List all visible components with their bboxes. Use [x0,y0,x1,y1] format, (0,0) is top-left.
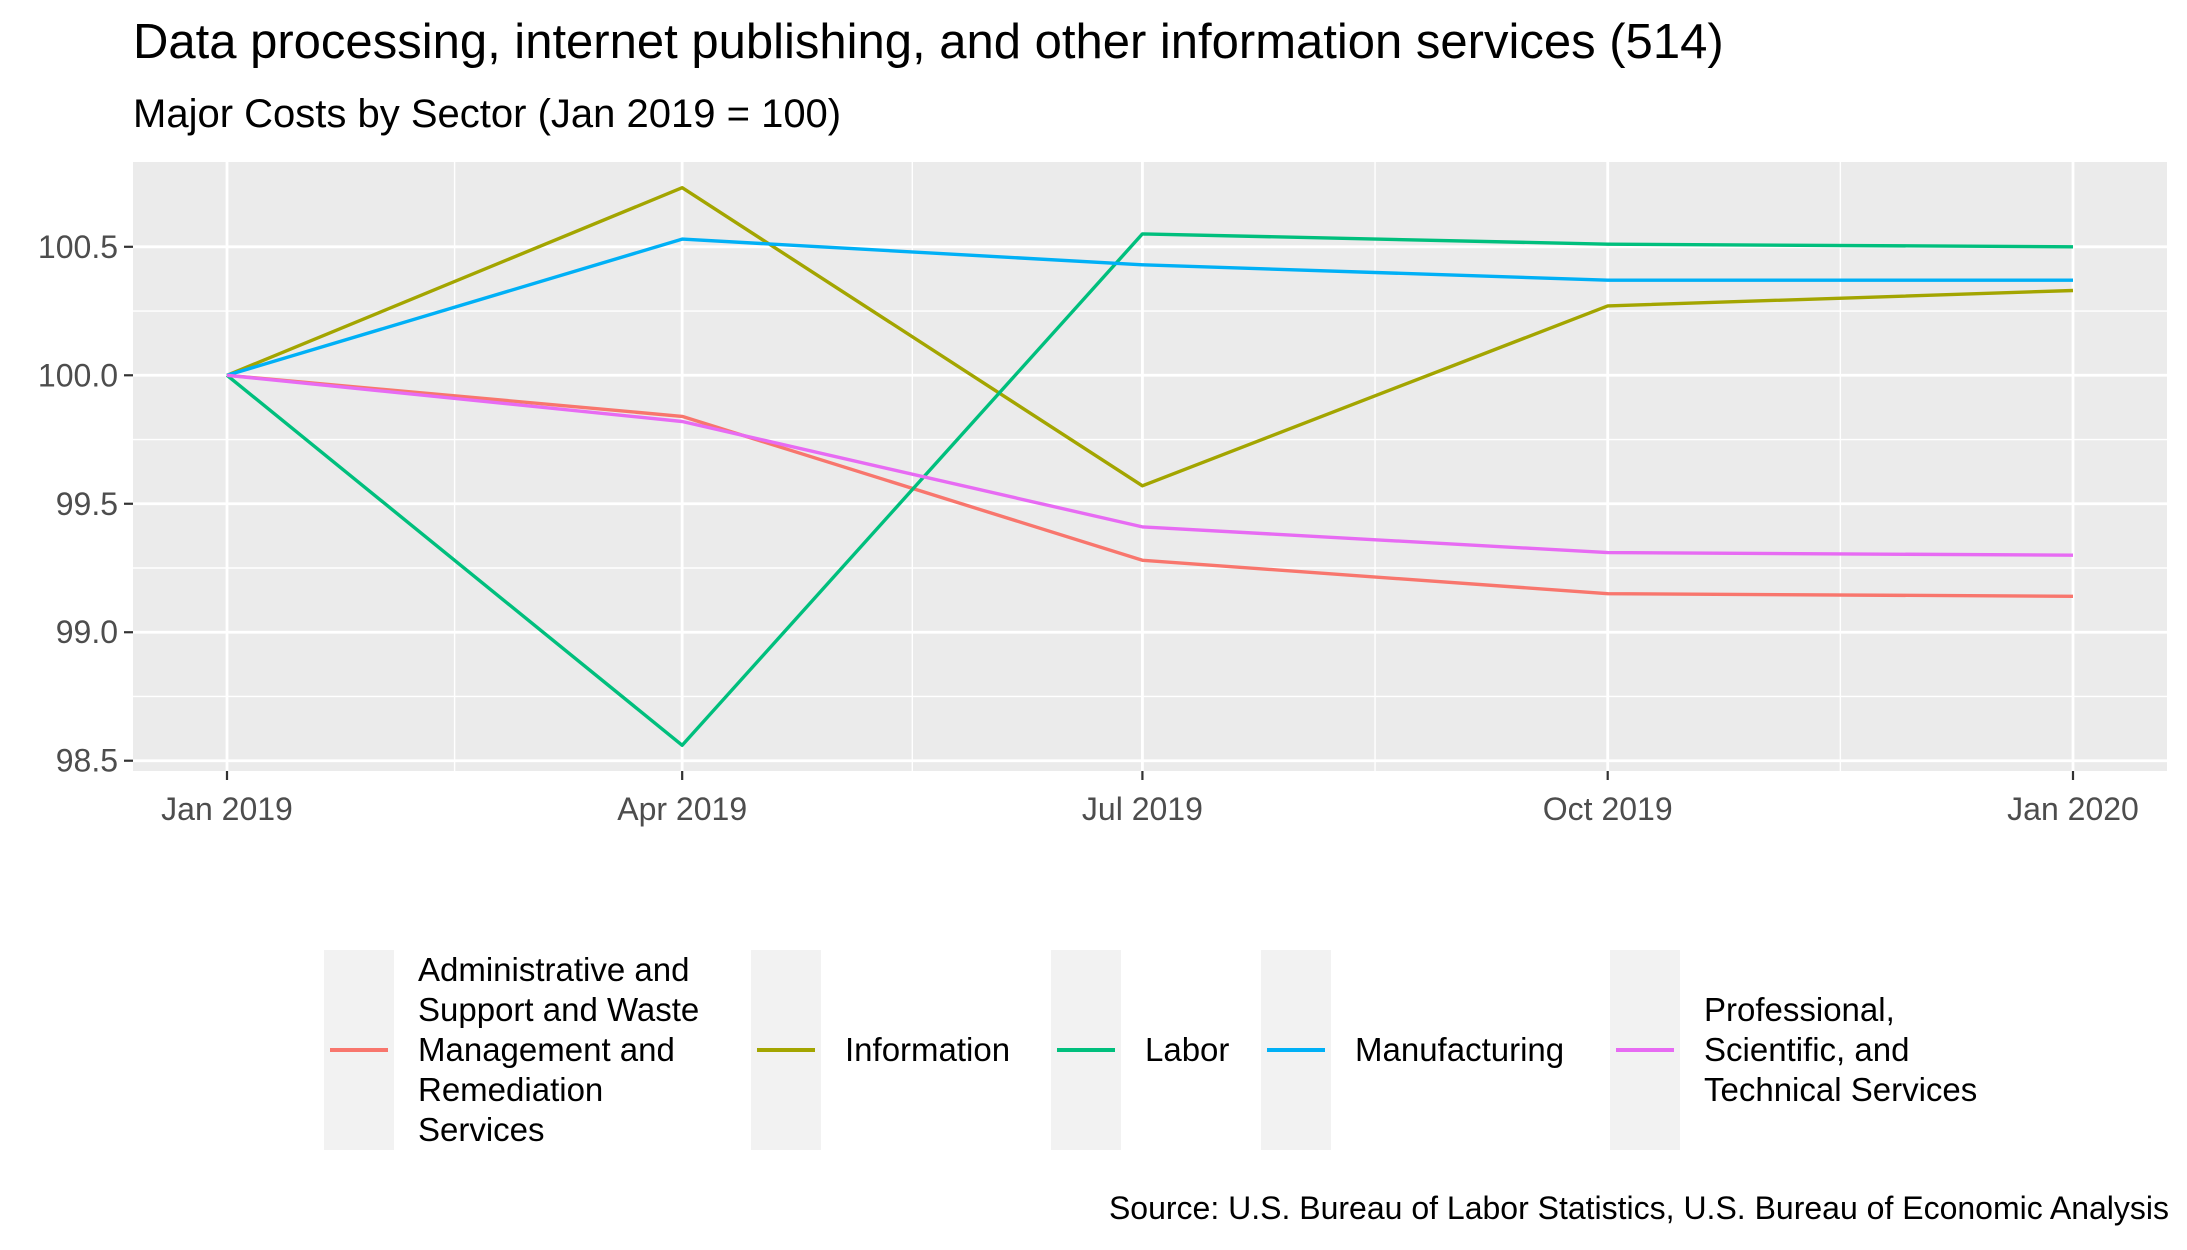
x-tick-labels: Jan 2019 Apr 2019 Jul 2019 Oct 2019 Jan 2020 [161,791,2139,827]
y-tick-labels: 98.5 99.0 99.5 100.0 100.5 [38,229,118,779]
legend-label: Information [845,1031,1011,1068]
legend-label: Professional, Scientific, and Technical … [1704,991,1978,1108]
legend-key [751,950,821,1150]
legend-label: Manufacturing [1355,1031,1565,1068]
plot-panel [133,162,2167,771]
y-tick-label: 99.5 [56,486,118,522]
legend-line-swatch [1057,1048,1115,1052]
legend-key [1610,950,1680,1150]
legend-line-swatch [1267,1048,1325,1052]
x-tick-label: Oct 2019 [1543,791,1673,827]
legend-item-labor: Labor [1051,950,1251,1150]
axis-ticks [124,245,2075,780]
legend-item-admin-support: Administrative and Support and Waste Man… [324,950,764,1150]
chart-subtitle: Major Costs by Sector (Jan 2019 = 100) [133,92,842,136]
y-tick-label: 99.0 [56,614,118,650]
legend-key [324,950,394,1150]
y-tick-label: 100.0 [38,357,118,393]
series-line-manufacturing [226,237,2073,377]
minor-gridlines [133,162,2167,771]
series-line-professional-scientific-and-technical-services [226,373,2074,557]
legend-line-swatch [330,1048,388,1052]
legend: Administrative and Support and Waste Man… [320,950,2020,1160]
x-tick-label: Apr 2019 [617,791,747,827]
series-line-labor [225,232,2074,747]
major-gridlines [133,162,2167,771]
y-tick-label: 98.5 [56,743,118,779]
legend-item-information: Information [751,950,1041,1150]
x-tick-label: Jan 2019 [161,791,293,827]
legend-line-swatch [1616,1048,1674,1052]
y-tick-label: 100.5 [38,229,118,265]
legend-line-swatch [757,1048,815,1052]
chart-caption: Source: U.S. Bureau of Labor Statistics,… [1108,1190,2169,1226]
x-tick-label: Jan 2020 [2007,791,2139,827]
x-tick-label: Jul 2019 [1082,791,1203,827]
legend-key [1261,950,1331,1150]
legend-item-professional: Professional, Scientific, and Technical … [1610,950,2010,1150]
legend-item-manufacturing: Manufacturing [1261,950,1601,1150]
series-line-administrative-and-support-and-waste-management-and-remediation-services [226,373,2074,598]
chart-title: Data processing, internet publishing, an… [133,15,1724,69]
series-line-information [226,185,2074,488]
series-lines [225,185,2074,747]
legend-key [1051,950,1121,1150]
legend-label: Labor [1145,1031,1230,1068]
legend-label: Administrative and Support and Waste Man… [418,951,700,1148]
